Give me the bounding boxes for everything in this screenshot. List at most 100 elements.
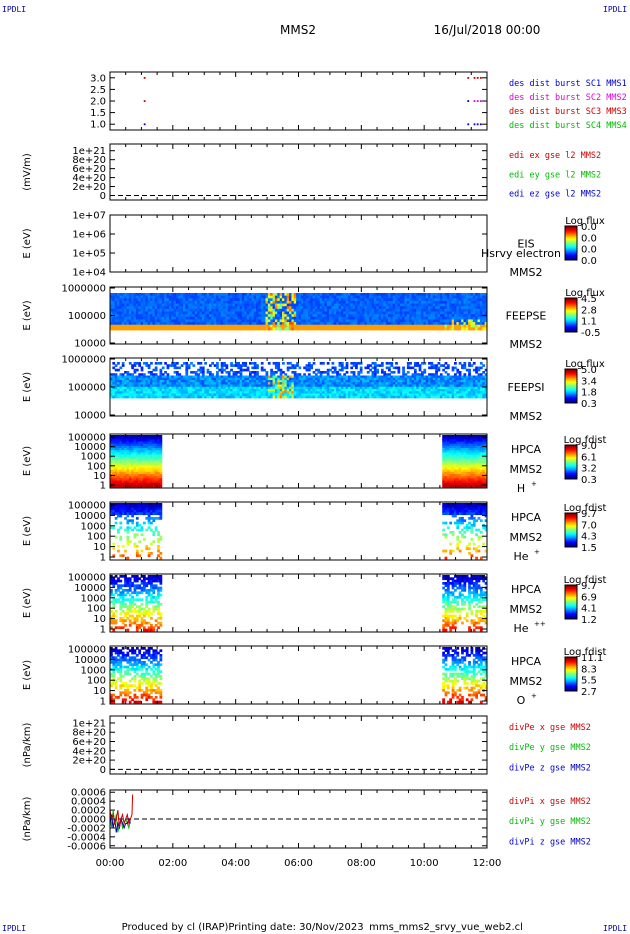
panel-3-spectrogram-cell <box>314 327 318 331</box>
panel-4-spectrogram-cell <box>216 366 219 370</box>
panel-4-spectrogram-cell <box>234 395 238 399</box>
panel-4-spectrogram-cell <box>147 391 151 394</box>
panel-3-spectrogram-cell <box>390 293 394 297</box>
panel-3-spectrogram-cell <box>282 300 285 304</box>
panel-4-spectrogram-cell <box>185 377 189 381</box>
panel-4-spectrogram-cell <box>150 371 153 374</box>
panel-4-spectrogram-cell <box>345 393 349 397</box>
panel-4-spectrogram-cell <box>216 391 219 394</box>
panel-5-spectrogram-cell <box>131 471 134 475</box>
panel-4-spectrogram-cell <box>211 391 215 394</box>
panel-3-spectrogram-cell <box>249 322 252 326</box>
panel-3-spectrogram-cell <box>402 324 405 328</box>
panel-0-burst-mark <box>143 123 146 126</box>
panel-4-spectrogram-cell <box>300 389 304 392</box>
panel-3-spectrogram-cell <box>409 300 412 304</box>
panel-4-spectrogram-cell <box>220 377 224 381</box>
panel-4-spectrogram-cell <box>187 384 191 388</box>
panel-4-spectrogram-cell <box>171 380 175 383</box>
panel-3-spectrogram-cell <box>319 295 323 299</box>
panel-4-spectrogram-cell <box>366 377 370 381</box>
panel-4-spectrogram-cell <box>371 384 375 388</box>
panel-3-spectrogram-cell <box>352 316 356 320</box>
panel-4-spectrogram-cell <box>369 382 372 385</box>
panel-4-spectrogram-cell <box>324 391 328 394</box>
panel-3-spectrogram-cell <box>159 300 163 304</box>
panel-4-spectrogram-cell <box>418 375 422 379</box>
panel-5-spectrogram-cell <box>119 456 123 460</box>
panel-4-spectrogram-cell <box>194 380 198 383</box>
panel-3-spectrogram-cell <box>164 314 167 318</box>
panel-4-spectrogram-cell <box>230 375 233 379</box>
panel-3-spectrogram-cell <box>260 308 264 312</box>
panel-3-spectrogram-cell <box>437 293 441 297</box>
panel-3-spectrogram-cell <box>359 324 363 328</box>
panel-4-spectrogram-cell <box>329 389 332 392</box>
panel-4-spectrogram-cell <box>291 386 295 390</box>
panel-3-spectrogram-cell <box>251 327 255 331</box>
panel-3-spectrogram-cell <box>260 327 264 331</box>
panel-4-spectrogram-cell <box>458 395 462 399</box>
panel-3-spectrogram-cell <box>135 327 139 331</box>
panel-3-spectrogram-cell <box>336 308 339 312</box>
panel-3-spectrogram-cell <box>192 308 196 312</box>
panel-3-spectrogram-cell <box>303 324 306 328</box>
panel-5-spectrogram-cell <box>110 467 113 471</box>
panel-3-spectrogram-cell <box>183 306 186 310</box>
panel-3-spectrogram-cell <box>286 324 290 328</box>
panel-3-spectrogram-cell <box>477 298 481 302</box>
panel-3-spectrogram-cell <box>173 327 177 331</box>
panel-3-spectrogram-cell <box>475 300 478 304</box>
panel-4-spectrogram-cell <box>119 380 123 383</box>
panel-4-spectrogram-cell <box>305 384 309 388</box>
panel-4-spectrogram-cell <box>446 364 450 367</box>
panel-4-spectrogram-cell <box>147 386 151 390</box>
panel-4-spectrogram-cell <box>421 395 424 399</box>
panel-3-spectrogram-cell <box>117 327 120 331</box>
panel-5-spectrogram-cell <box>121 437 125 440</box>
panel-4-spectrogram-cell <box>206 380 210 383</box>
panel-3-spectrogram-cell <box>251 300 255 304</box>
panel-3-spectrogram-cell <box>423 295 427 299</box>
panel-3-spectrogram-cell <box>329 300 332 304</box>
panel-3-spectrogram-cell <box>119 293 123 297</box>
panel-4-spectrogram-cell <box>350 393 354 397</box>
panel-3-spectrogram-cell <box>194 322 198 326</box>
panel-3-spectrogram-cell <box>472 306 476 310</box>
panel-4-spectrogram-cell <box>340 382 344 385</box>
panel-3-spectrogram-cell <box>265 298 269 302</box>
panel-3-spectrogram-cell <box>451 311 455 315</box>
panel-4-spectrogram-cell <box>152 391 156 394</box>
panel-3-spectrogram-cell <box>352 300 356 304</box>
panel-4-spectrogram-cell <box>157 393 160 397</box>
panel-3-spectrogram-cell <box>164 295 167 299</box>
panel-3-spectrogram-cell <box>293 311 297 315</box>
panel-4-spectrogram-cell <box>291 375 295 379</box>
panel-4-spectrogram-cell <box>173 393 177 397</box>
panel-3-spectrogram-cell <box>366 303 370 307</box>
panel-4-spectrogram-cell <box>279 384 283 388</box>
panel-3-spectrogram-cell <box>479 306 483 310</box>
panel-3-spectrogram-cell <box>340 298 344 302</box>
panel-4-spectrogram-cell <box>117 377 120 381</box>
panel-3-spectrogram-cell <box>300 316 304 320</box>
panel-3-spectrogram-cell <box>244 298 248 302</box>
panel-4-spectrogram-cell <box>352 362 356 365</box>
panel-4-spectrogram-cell <box>352 384 356 388</box>
panel-4-spectrogram-cell <box>364 386 368 390</box>
panel-3-spectrogram-cell <box>465 293 469 297</box>
panel-3-spectrogram-cell <box>350 295 354 299</box>
panel-3-spectrogram-cell <box>227 314 231 318</box>
panel-3-spectrogram-cell <box>413 327 417 331</box>
panel-2-colorbar-cell <box>565 255 577 258</box>
panel-4-spectrogram-cell <box>194 384 198 388</box>
panel-4-spectrogram-cell <box>392 395 396 399</box>
panel-3-spectrogram-cell <box>376 306 380 310</box>
panel-4-spectrogram-cell <box>161 380 165 383</box>
panel-3-spectrogram-cell <box>310 303 314 307</box>
panel-3-spectrogram-cell <box>171 311 175 315</box>
panel-4-spacecraft-name: MMS2 <box>510 410 543 423</box>
panel-3-spectrogram-cell <box>406 300 410 304</box>
panel-3-spectrogram-cell <box>317 308 321 312</box>
panel-1-ytick-label: 1e+21 <box>72 146 106 157</box>
